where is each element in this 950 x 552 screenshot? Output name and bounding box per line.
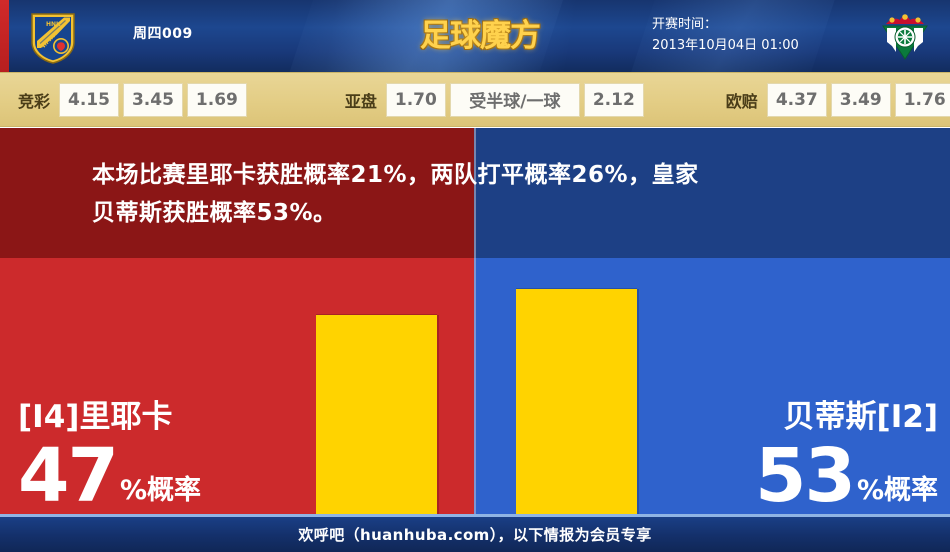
odds-cell[interactable]: 1.76: [894, 82, 950, 117]
right-team-probability-value: 53: [754, 433, 856, 519]
kickoff-time-block: 开赛时间： 2013年10月04日 01:00: [652, 14, 862, 56]
away-team-crest-icon: [882, 14, 928, 60]
right-team-probability-row: 53 %概率: [648, 433, 938, 519]
left-team-block: [I4]里耶卡 47 %概率 不败: [18, 398, 298, 552]
home-team-crest-icon: HNK RIJEKA: [31, 13, 75, 64]
brand-logo-text: 足球魔方: [420, 18, 541, 54]
headline-band-left-half: [0, 128, 474, 258]
footer-bar: 欢呼吧（huanhuba.com），以下情报为会员专享: [0, 517, 950, 552]
odds-cell[interactable]: 1.70: [385, 82, 446, 117]
odds-group-title: 竞彩: [18, 91, 51, 111]
odds-cell[interactable]: 2.12: [583, 82, 644, 117]
left-team-name: [I4]里耶卡: [18, 399, 173, 435]
odds-group-oupei: 欧赔 4.37 3.49 1.76: [725, 82, 950, 117]
right-team-name: 贝蒂斯[I2]: [783, 399, 938, 435]
headline-line-1: 本场比赛里耶卡获胜概率21%，两队打平概率26%，皇家: [92, 162, 699, 188]
footer-promo-text: 欢呼吧（huanhuba.com），以下情报为会员专享: [298, 526, 652, 544]
left-team-probability-value: 47: [18, 433, 119, 519]
footer-top-divider: [0, 514, 950, 517]
odds-cell[interactable]: 3.45: [122, 82, 183, 117]
odds-cell[interactable]: 4.37: [766, 82, 827, 117]
probability-panel: 本场比赛里耶卡获胜概率21%，两队打平概率26%，皇家 贝蒂斯获胜概率53%。 …: [0, 128, 950, 552]
headline-band-divider: [474, 128, 476, 258]
kickoff-time-label: 开赛时间：: [652, 17, 718, 32]
header-bar: HNK RIJEKA 周四009 足球魔方 开赛时间： 2013年10月04日 …: [0, 0, 950, 72]
probability-bar-right: [516, 289, 637, 514]
chart-band-divider: [474, 258, 476, 514]
odds-cell-handicap[interactable]: 受半球/一球: [449, 82, 580, 117]
headline-summary-text: 本场比赛里耶卡获胜概率21%，两队打平概率26%，皇家 贝蒂斯获胜概率53%。: [92, 156, 892, 232]
odds-group-title: 欧赔: [725, 91, 758, 111]
odds-bar: 竞彩 4.15 3.45 1.69 亚盘 1.70 受半球/一球 2.12 欧赔…: [0, 72, 950, 127]
headline-band: 本场比赛里耶卡获胜概率21%，两队打平概率26%，皇家 贝蒂斯获胜概率53%。: [0, 128, 950, 258]
odds-group-jingcai: 竞彩 4.15 3.45 1.69: [18, 82, 251, 117]
brand-logo[interactable]: 足球魔方: [406, 13, 554, 59]
headline-line-2: 贝蒂斯获胜概率53%。: [92, 200, 337, 226]
headline-band-right-half: [474, 128, 950, 258]
probability-bar-left: [316, 315, 437, 514]
svg-text:HNK: HNK: [46, 21, 61, 28]
left-red-accent-strip: [0, 0, 9, 72]
kickoff-time-value: 2013年10月04日 01:00: [652, 38, 799, 53]
odds-group-title: 亚盘: [344, 91, 377, 111]
odds-cell[interactable]: 1.69: [186, 82, 247, 117]
odds-group-yapan: 亚盘 1.70 受半球/一球 2.12: [344, 82, 648, 117]
left-team-probability-row: 47 %概率: [18, 433, 298, 519]
odds-cell[interactable]: 4.15: [59, 82, 119, 117]
chart-band: [I4]里耶卡 47 %概率 不败 贝蒂斯[I2] 53 %概率 胜: [0, 258, 950, 552]
odds-cell[interactable]: 3.49: [830, 82, 891, 117]
match-round-label: 周四009: [133, 26, 193, 42]
left-team-probability-suffix: %概率: [119, 475, 202, 506]
right-team-probability-suffix: %概率: [856, 475, 938, 506]
